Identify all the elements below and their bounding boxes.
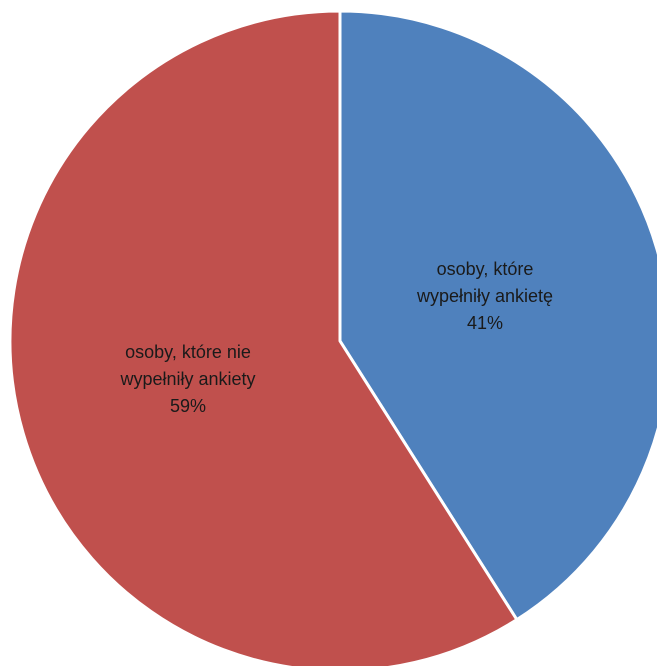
slice-category-label: wypełniły ankietę [416,286,553,306]
pie-slices [8,9,657,666]
slice-category-label: wypełniły ankiety [119,369,255,389]
slice-category-label: osoby, które [437,259,534,279]
slice-label-1: osoby, które wypełniły ankietę 41% [416,259,553,333]
slice-label-2: osoby, które nie wypełniły ankiety 59% [119,342,255,416]
slice-value-label: 59% [170,396,206,416]
slice-labels: osoby, które wypełniły ankietę 41%osoby, k… [119,259,553,416]
pie-slice-2 [8,9,519,666]
slice-category-label: osoby, które nie [125,342,251,362]
slice-value-label: 41% [467,313,503,333]
